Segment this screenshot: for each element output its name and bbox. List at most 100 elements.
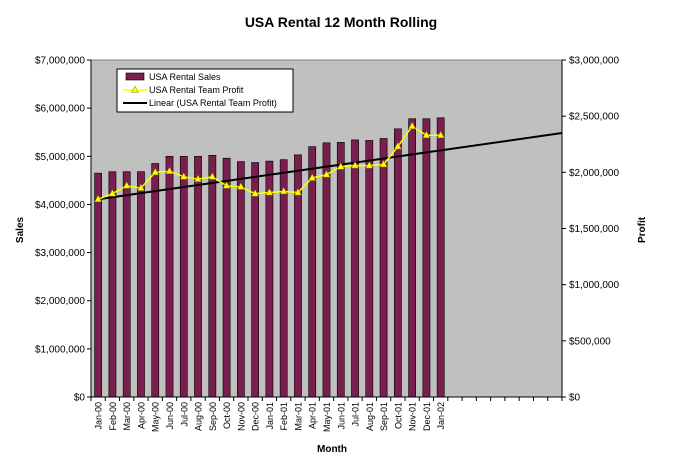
trendline-group (97, 132, 563, 201)
profit-point (165, 166, 174, 174)
sales-bar (279, 159, 288, 398)
profit-point (265, 188, 274, 196)
x-axis-tick-label: Jan-00 (94, 402, 104, 430)
sales-bar (322, 142, 331, 398)
right-axis: $0 $500,000 $1,000,000 $1,500,000 $2,000,000… (561, 56, 619, 404)
sales-bar (222, 157, 231, 398)
right-axis-tick-label: $1,000,000 (569, 280, 619, 291)
profit-point (137, 183, 145, 191)
trendline (97, 132, 563, 201)
profit-point (365, 161, 374, 169)
sales-bar (393, 128, 402, 398)
x-axis-tick-label: Oct-01 (393, 402, 403, 429)
x-axis-tick-label: May-01 (322, 402, 332, 432)
sales-bar (308, 146, 317, 398)
sales-bar (208, 155, 217, 398)
x-axis-tick-label: Sep-00 (208, 402, 218, 431)
sales-bar (436, 117, 445, 398)
profit-point (408, 121, 417, 130)
profit-point (422, 130, 431, 139)
sales-bar (379, 138, 388, 398)
x-axis-tick-label: Apr-01 (308, 402, 318, 429)
right-axis-tick-label: $2,000,000 (569, 168, 619, 179)
x-axis-tick-label: Oct-00 (222, 402, 232, 429)
left-axis-tick-label: $1,000,000 (35, 344, 85, 355)
profit-point (179, 172, 188, 180)
profit-point (393, 141, 402, 150)
profit-point (279, 186, 288, 195)
left-axis-tick-label: $7,000,000 (35, 56, 85, 67)
sales-bar (165, 155, 174, 398)
sales-bar (94, 172, 103, 398)
x-axis-tick-label: Feb-01 (279, 402, 289, 431)
bars-group (94, 117, 445, 398)
sales-bar (351, 139, 359, 398)
profit-point (308, 173, 317, 181)
left-axis-tick-label: $5,000,000 (35, 152, 85, 163)
x-axis-tick-label: Dec-01 (422, 402, 432, 431)
right-axis-title: Profit (637, 216, 648, 243)
profit-point (336, 162, 345, 170)
x-axis-tick-label: Mar-00 (122, 402, 132, 431)
profit-point (94, 194, 103, 203)
x-axis-title: Month (317, 444, 347, 455)
chart-title: USA Rental 12 Month Rolling (245, 14, 437, 30)
legend-label-sales: USA Rental Sales (149, 72, 221, 82)
legend-label-trend: Linear (USA Rental Team Profit) (149, 98, 277, 108)
x-axis: Jan-00 Feb-00 Mar-00 Apr-00 May-00 Jun-00 Jul-… (90, 396, 563, 432)
profit-point (379, 159, 388, 168)
right-axis-tick-label: $0 (569, 393, 581, 404)
profit-point (322, 170, 331, 178)
profit-point (194, 174, 202, 182)
x-axis-tick-label: Sep-01 (379, 402, 389, 431)
right-axis-tick-label: $2,500,000 (569, 112, 619, 123)
left-axis-tick-label: $2,000,000 (35, 296, 85, 307)
x-axis-tick-label: Jun-01 (336, 402, 346, 430)
x-axis-tick-label: Jun-00 (165, 402, 175, 430)
x-axis-tick-label: Jan-02 (436, 402, 446, 430)
left-axis-tick-label: $0 (74, 393, 86, 404)
x-axis-tick-label: Aug-00 (194, 402, 204, 431)
profit-line-group (94, 121, 445, 203)
x-axis-tick-label: May-00 (151, 402, 161, 432)
legend-swatch-sales (125, 72, 145, 81)
sales-bar (137, 171, 145, 398)
profit-point (108, 189, 117, 197)
x-axis-tick-label: Jan-01 (265, 402, 275, 430)
left-axis-tick-label: $4,000,000 (35, 200, 85, 211)
legend-swatch-profit-marker (131, 85, 139, 93)
profit-point (436, 130, 445, 139)
profit-point (294, 188, 302, 196)
profit-point (351, 161, 359, 169)
profit-point (251, 189, 260, 197)
x-axis-tick-label: Feb-00 (108, 402, 118, 431)
sales-bar (365, 140, 374, 398)
sales-bar (408, 118, 417, 398)
right-axis-tick-label: $500,000 (569, 336, 611, 347)
x-axis-tick-label: Jul-01 (351, 402, 361, 427)
left-axis: $0 $1,000,000 $2,000,000 $3,000,000 $4,000,0… (35, 56, 92, 404)
sales-bar (336, 142, 345, 398)
sales-bar (194, 155, 202, 398)
sales-bar (265, 160, 274, 398)
legend: USA Rental Sales USA Rental Team Profit Li… (116, 68, 294, 113)
right-axis-tick-label: $3,000,000 (569, 56, 619, 67)
left-axis-title: Sales (15, 216, 26, 243)
profit-point (222, 181, 231, 189)
sales-bar (179, 155, 188, 398)
x-axis-tick-label: Nov-01 (408, 402, 418, 431)
sales-bar (151, 163, 160, 398)
legend-label-profit: USA Rental Team Profit (149, 85, 244, 95)
x-axis-tick-label: Aug-01 (365, 402, 375, 431)
sales-bar (122, 171, 131, 398)
left-axis-tick-label: $3,000,000 (35, 248, 85, 259)
sales-bar (236, 161, 245, 398)
sales-bar (251, 162, 260, 398)
x-axis-tick-label: Nov-00 (236, 402, 246, 431)
x-axis-tick-label: Mar-01 (293, 402, 303, 431)
x-axis-tick-label: Jul-00 (179, 402, 189, 427)
sales-bar (422, 118, 431, 398)
profit-point (236, 182, 245, 190)
